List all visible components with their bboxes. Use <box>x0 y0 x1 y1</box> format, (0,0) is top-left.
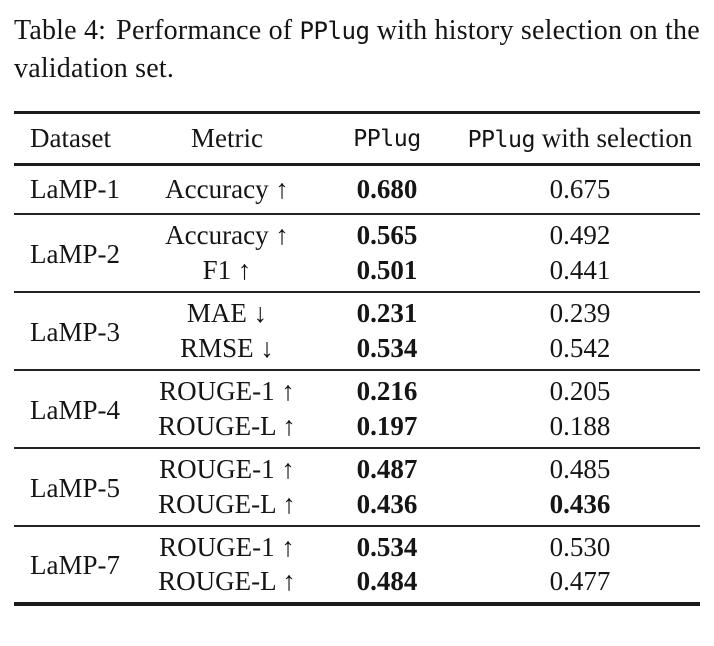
row-group-lamp-7: LaMP-7 ROUGE-1 ↑ 0.534 0.530 ROUGE-L ↑ 0… <box>14 525 700 604</box>
selection-value: 0.675 <box>549 173 611 204</box>
metric-cell: Accuracy ↑ <box>165 219 289 250</box>
selection-value: 0.205 <box>549 375 611 406</box>
selection-value: 0.542 <box>549 332 611 363</box>
header-row: Dataset Metric PPlug PPlug with selectio… <box>14 113 700 165</box>
row-group-lamp-3: LaMP-3 MAE ↓ 0.231 0.239 RMSE ↓ 0.534 0.… <box>14 291 700 370</box>
pplug-value: 0.231 <box>356 297 418 328</box>
pplug-value: 0.216 <box>356 375 418 406</box>
row-group-lamp-5: LaMP-5 ROUGE-1 ↑ 0.487 0.485 ROUGE-L ↑ 0… <box>14 447 700 526</box>
pplug-value: 0.436 <box>356 488 418 519</box>
table-row: LaMP-4 ROUGE-1 ↑ 0.216 0.205 <box>14 370 700 425</box>
selection-value: 0.441 <box>549 254 611 285</box>
metric-cell: MAE ↓ <box>186 297 268 328</box>
header-metric: Metric <box>191 123 263 154</box>
table-row: ROUGE-L ↑ 0.197 0.188 <box>14 409 700 448</box>
paper-page: Table 4: Performance of PPlug with histor… <box>0 12 714 646</box>
metric-cell: ROUGE-L ↑ <box>158 566 296 597</box>
table-row: LaMP-2 Accuracy ↑ 0.565 0.492 <box>14 214 700 269</box>
dataset-cell: LaMP-2 <box>30 238 120 269</box>
metric-cell: ROUGE-L ↑ <box>158 410 296 441</box>
header-pplug: PPlug <box>353 125 421 153</box>
metric-cell: F1 ↑ <box>202 254 252 285</box>
table-row: LaMP-7 ROUGE-1 ↑ 0.534 0.530 <box>14 526 700 581</box>
selection-value: 0.239 <box>549 297 611 328</box>
pplug-value: 0.680 <box>356 173 418 204</box>
dataset-cell: LaMP-7 <box>30 550 120 581</box>
selection-value: 0.477 <box>549 566 611 597</box>
table-row: ROUGE-L ↑ 0.484 0.477 <box>14 565 700 604</box>
pplug-value: 0.565 <box>356 219 418 250</box>
table-row: ROUGE-L ↑ 0.436 0.436 <box>14 487 700 526</box>
selection-value: 0.188 <box>549 410 611 441</box>
dataset-cell: LaMP-3 <box>30 316 120 347</box>
metric-cell: RMSE ↓ <box>180 332 274 363</box>
results-table: Dataset Metric PPlug PPlug with selectio… <box>14 111 700 606</box>
dataset-cell: LaMP-5 <box>30 472 120 503</box>
pplug-value: 0.484 <box>356 566 418 597</box>
row-group-lamp-1: LaMP-1 Accuracy ↑ 0.680 0.675 <box>14 165 700 214</box>
selection-value: 0.485 <box>549 453 611 484</box>
caption-text-2: with history selection on the validation… <box>14 15 700 85</box>
pplug-value: 0.501 <box>356 254 418 285</box>
caption-text-1: Performance of <box>116 15 293 46</box>
metric-cell: ROUGE-1 ↑ <box>159 375 295 406</box>
selection-value: 0.530 <box>549 531 611 562</box>
pplug-value: 0.534 <box>356 531 418 562</box>
header-selection-mono-part: PPlug <box>467 126 536 154</box>
selection-value: 0.492 <box>549 219 611 250</box>
selection-value: 0.436 <box>549 488 611 519</box>
metric-cell: ROUGE-L ↑ <box>158 488 296 519</box>
header-selection-rest-part: with selection <box>534 123 693 154</box>
dataset-cell: LaMP-1 <box>30 173 120 204</box>
table-row: LaMP-5 ROUGE-1 ↑ 0.487 0.485 <box>14 448 700 503</box>
table-header: Dataset Metric PPlug PPlug with selectio… <box>14 113 700 165</box>
dataset-cell: LaMP-4 <box>30 394 120 425</box>
header-pplug-with-selection: PPlug with selection <box>460 113 700 165</box>
row-group-lamp-4: LaMP-4 ROUGE-1 ↑ 0.216 0.205 ROUGE-L ↑ 0… <box>14 369 700 448</box>
pplug-value: 0.487 <box>356 453 418 484</box>
table-row: RMSE ↓ 0.534 0.542 <box>14 331 700 370</box>
caption-pplug-mono: PPlug <box>299 17 370 45</box>
table-row: F1 ↑ 0.501 0.441 <box>14 253 700 292</box>
pplug-value: 0.534 <box>356 332 418 363</box>
table-row: LaMP-1 Accuracy ↑ 0.680 0.675 <box>14 165 700 214</box>
header-dataset: Dataset <box>30 123 111 154</box>
metric-cell: ROUGE-1 ↑ <box>159 453 295 484</box>
pplug-value: 0.197 <box>356 410 418 441</box>
table-row: LaMP-3 MAE ↓ 0.231 0.239 <box>14 292 700 347</box>
metric-cell: Accuracy ↑ <box>165 173 289 204</box>
metric-cell: ROUGE-1 ↑ <box>159 531 295 562</box>
caption-label: Table 4: <box>14 15 107 46</box>
table-caption: Table 4: Performance of PPlug with histor… <box>14 12 702 88</box>
row-group-lamp-2: LaMP-2 Accuracy ↑ 0.565 0.492 F1 ↑ 0.501… <box>14 213 700 292</box>
